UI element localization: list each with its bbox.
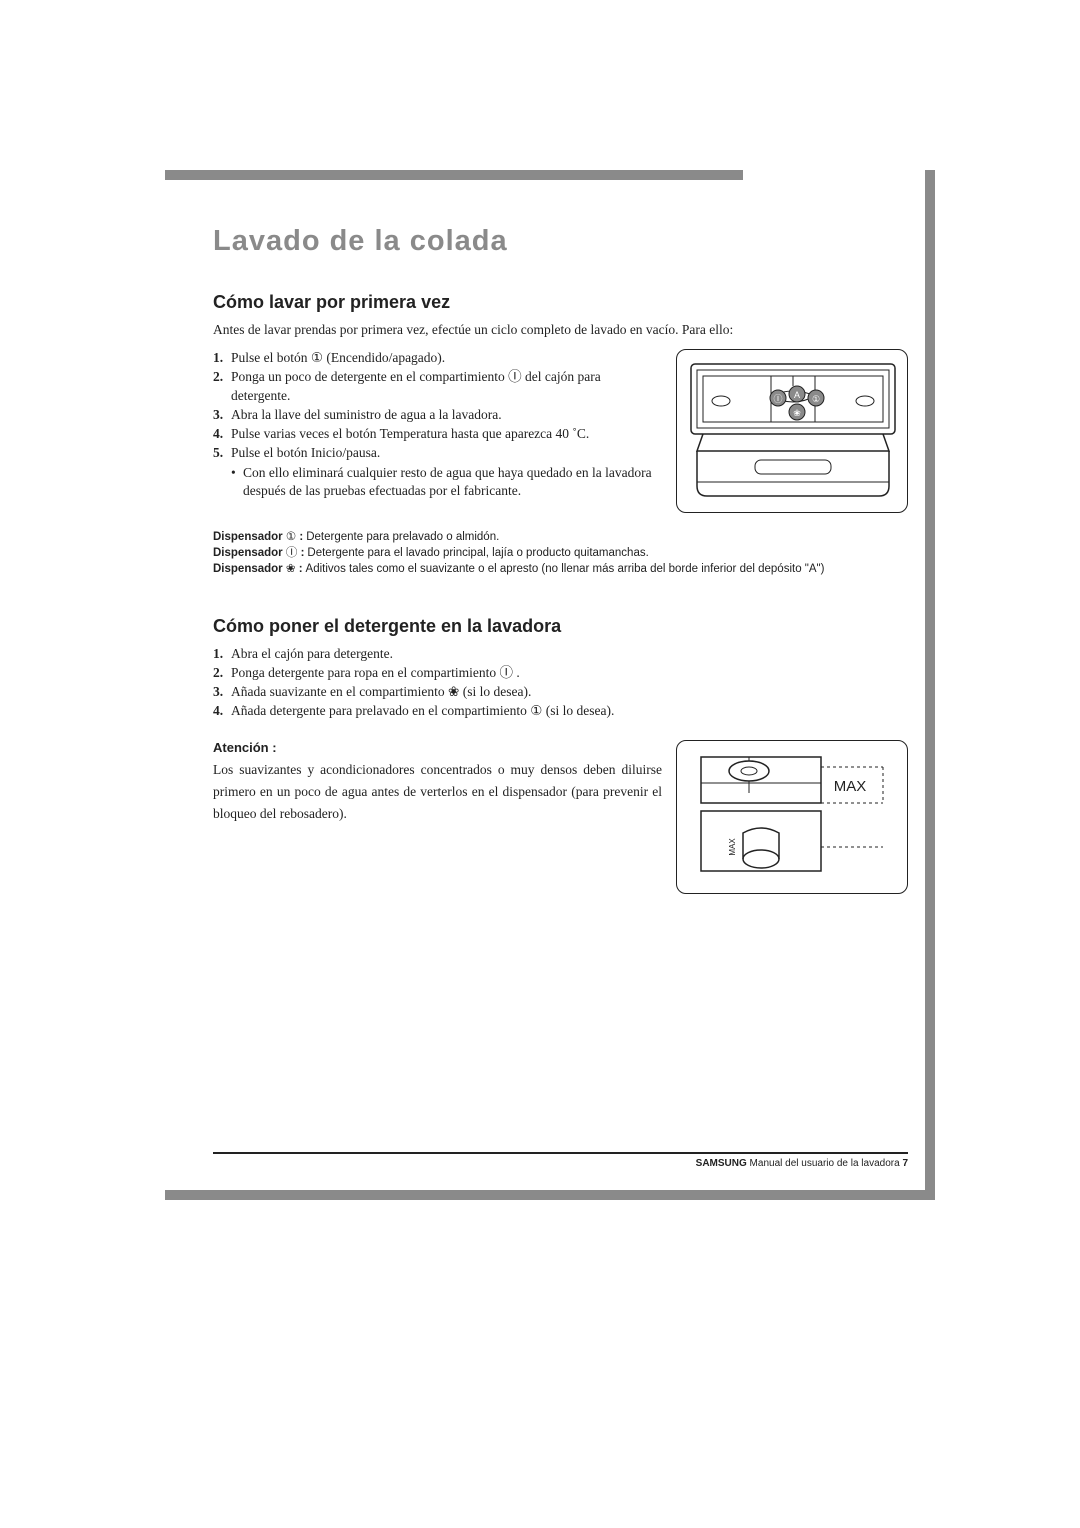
atencion-title: Atención : bbox=[213, 740, 662, 755]
step-item: 2.Ponga detergente para ropa en el compa… bbox=[213, 664, 908, 682]
dispenser-row: Dispensador ① : Detergente para prelavad… bbox=[213, 529, 908, 545]
step-item: 2.Ponga un poco de detergente en el comp… bbox=[213, 368, 662, 404]
step-item: 3.Añada suavizante en el compartimiento … bbox=[213, 683, 908, 701]
svg-text:MAX: MAX bbox=[728, 838, 737, 856]
svg-text:①: ① bbox=[812, 394, 820, 404]
dispenser-descriptions: Dispensador ① : Detergente para prelavad… bbox=[213, 529, 908, 577]
section1-intro: Antes de lavar prendas por primera vez, … bbox=[213, 321, 908, 339]
section2-steps: 1.Abra el cajón para detergente. 2.Ponga… bbox=[213, 645, 908, 721]
footer-label: Manual del usuario de la lavadora bbox=[747, 1158, 903, 1169]
footer-rule bbox=[213, 1152, 908, 1154]
page-content: Lavado de la colada Cómo lavar por prime… bbox=[213, 225, 908, 894]
step-item: 3.Abra la llave del suministro de agua a… bbox=[213, 406, 662, 424]
step-item: 4.Pulse varias veces el botón Temperatur… bbox=[213, 425, 662, 443]
step-item: 1.Pulse el botón ① (Encendido/apagado). bbox=[213, 349, 662, 367]
step-item: 5.Pulse el botón Inicio/pausa. bbox=[213, 444, 662, 462]
dispenser-row: Dispensador Ⓘ : Detergente para el lavad… bbox=[213, 545, 908, 561]
atencion-text: Los suavizantes y acondicionadores conce… bbox=[213, 759, 662, 824]
section2-title: Cómo poner el detergente en la lavadora bbox=[213, 616, 908, 637]
drawer-illustration: Ⓘ A ① ❀ bbox=[676, 349, 908, 513]
dispenser-row: Dispensador ❀ : Aditivos tales como el s… bbox=[213, 561, 908, 577]
svg-text:Ⓘ: Ⓘ bbox=[773, 394, 782, 404]
step-item: 1.Abra el cajón para detergente. bbox=[213, 645, 908, 663]
step-item: 4.Añada detergente para prelavado en el … bbox=[213, 702, 908, 720]
section1-steps: 1.Pulse el botón ① (Encendido/apagado). … bbox=[213, 349, 662, 462]
section1-body: 1.Pulse el botón ① (Encendido/apagado). … bbox=[213, 349, 908, 513]
footer-page: 7 bbox=[902, 1158, 908, 1169]
svg-text:A: A bbox=[794, 390, 800, 400]
softener-illustration: MAX MAX bbox=[676, 740, 908, 894]
svg-text:MAX: MAX bbox=[834, 778, 867, 795]
main-title: Lavado de la colada bbox=[213, 225, 908, 258]
bullet-item: •Con ello eliminará cualquier resto de a… bbox=[231, 464, 662, 500]
section1-bullet-list: •Con ello eliminará cualquier resto de a… bbox=[213, 464, 662, 500]
section1-title: Cómo lavar por primera vez bbox=[213, 292, 908, 313]
atencion-row: Atención : Los suavizantes y acondiciona… bbox=[213, 740, 908, 894]
footer-brand: SAMSUNG bbox=[696, 1158, 747, 1169]
footer: SAMSUNG Manual del usuario de la lavador… bbox=[213, 1158, 908, 1169]
svg-text:❀: ❀ bbox=[793, 408, 801, 418]
